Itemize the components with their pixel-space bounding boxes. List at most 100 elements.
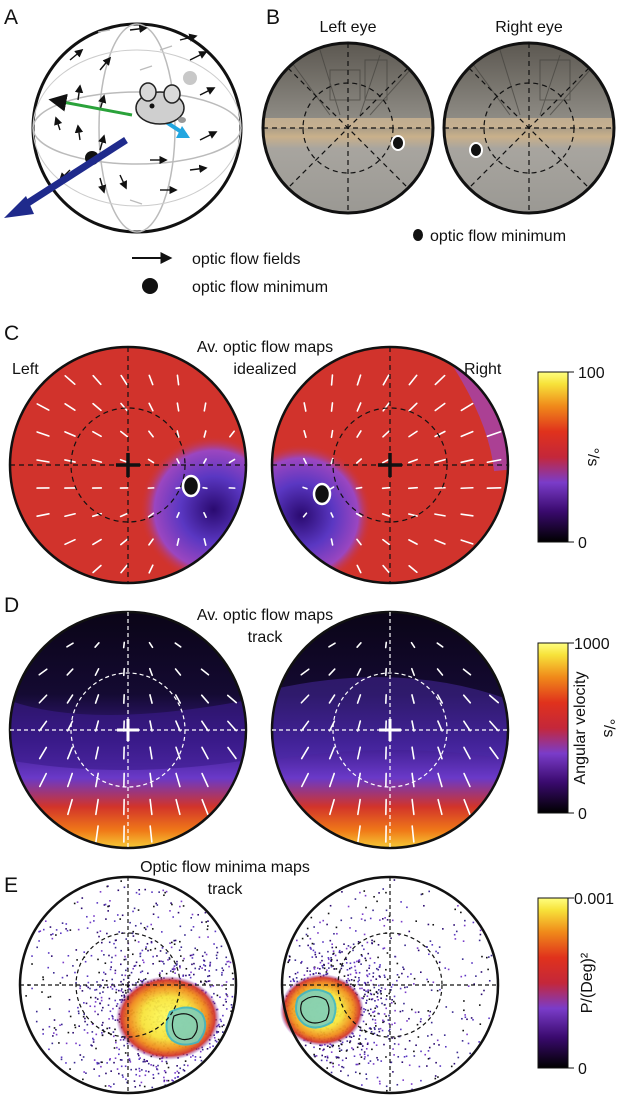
- density-point: [207, 975, 209, 978]
- panel-c-title-line1: Av. optic flow maps: [197, 339, 333, 356]
- density-point: [322, 966, 324, 969]
- flow-vector: [356, 402, 362, 412]
- density-point: [369, 957, 372, 960]
- flow-vector: [462, 694, 472, 704]
- density-point: [98, 1075, 101, 1077]
- left-map-minimum-marker: [181, 474, 201, 498]
- density-point: [361, 913, 364, 915]
- density-point: [52, 1032, 55, 1034]
- density-point: [218, 1025, 221, 1028]
- density-point: [206, 928, 209, 931]
- density-point: [463, 1000, 465, 1002]
- density-point: [225, 956, 228, 959]
- density-point: [183, 957, 185, 960]
- density-point: [438, 946, 441, 948]
- density-point: [102, 1006, 104, 1009]
- density-point: [161, 970, 163, 972]
- density-point: [106, 1027, 109, 1030]
- density-point: [368, 1012, 371, 1015]
- density-point: [133, 1080, 136, 1082]
- density-point: [329, 939, 332, 942]
- density-point: [138, 1075, 141, 1077]
- density-point: [364, 919, 366, 922]
- density-point: [421, 893, 424, 895]
- flow-vector: [330, 402, 334, 412]
- density-point: [366, 974, 368, 977]
- density-point: [167, 1066, 170, 1069]
- density-point: [360, 954, 363, 956]
- density-point: [83, 951, 86, 953]
- density-point: [386, 952, 389, 954]
- density-point: [358, 976, 360, 979]
- density-point: [356, 1046, 359, 1049]
- density-point: [74, 1026, 77, 1029]
- density-point: [361, 944, 364, 947]
- density-point: [222, 1014, 224, 1017]
- density-point: [390, 1002, 393, 1004]
- density-point: [81, 897, 84, 899]
- density-point: [380, 992, 382, 995]
- density-point: [220, 1020, 223, 1023]
- flow-vector: [149, 798, 153, 816]
- density-point: [369, 992, 372, 995]
- density-point: [415, 920, 417, 922]
- density-point: [336, 959, 338, 962]
- density-point: [470, 1017, 473, 1019]
- density-point: [138, 893, 141, 896]
- density-point: [216, 957, 218, 960]
- density-point: [368, 998, 371, 1001]
- density-point: [400, 1028, 402, 1031]
- density-point: [428, 1046, 431, 1049]
- density-point: [216, 946, 218, 949]
- right-eye-minimum-marker: [469, 142, 483, 158]
- density-point: [363, 933, 366, 936]
- density-point: [111, 978, 114, 981]
- panel-e-colorbar-unit: P/(Deg)²: [579, 952, 596, 1013]
- density-point: [313, 943, 315, 945]
- density-point: [345, 958, 348, 960]
- density-point: [349, 962, 352, 965]
- density-point: [385, 1015, 387, 1018]
- density-point: [415, 1044, 417, 1047]
- density-point: [466, 1033, 468, 1036]
- flow-vector: [122, 641, 126, 649]
- density-point: [114, 999, 117, 1002]
- flow-vector: [228, 458, 236, 464]
- density-point: [488, 1017, 490, 1020]
- density-point: [128, 1058, 131, 1060]
- density-point: [229, 961, 232, 964]
- density-point: [340, 1070, 342, 1072]
- density-point: [385, 909, 388, 912]
- flow-vector: [463, 772, 471, 788]
- density-point: [165, 952, 168, 954]
- density-point: [184, 1060, 187, 1062]
- flow-vector: [38, 668, 48, 676]
- density-point: [377, 944, 380, 946]
- density-point: [352, 1048, 355, 1051]
- density-point: [413, 1055, 416, 1057]
- flow-vector: [436, 642, 444, 648]
- flow-vector: [200, 694, 210, 704]
- density-point: [114, 972, 117, 975]
- density-point: [204, 969, 207, 971]
- density-point: [319, 1048, 321, 1050]
- density-point: [174, 1072, 176, 1074]
- density-point: [367, 991, 370, 994]
- density-point: [77, 1006, 79, 1009]
- density-point: [329, 1061, 332, 1064]
- density-point: [360, 918, 363, 920]
- density-point: [128, 974, 131, 977]
- density-point: [347, 905, 350, 908]
- density-point: [55, 929, 58, 931]
- density-point: [363, 981, 366, 984]
- density-point: [187, 1064, 189, 1067]
- density-point: [166, 1079, 168, 1082]
- density-point: [350, 979, 353, 981]
- density-point: [216, 1031, 218, 1034]
- density-point: [378, 975, 381, 977]
- panel-c-right-map: [270, 345, 510, 585]
- density-point: [464, 974, 467, 977]
- density-point: [124, 1065, 127, 1068]
- density-point: [108, 1085, 110, 1087]
- flow-vector: [148, 641, 154, 649]
